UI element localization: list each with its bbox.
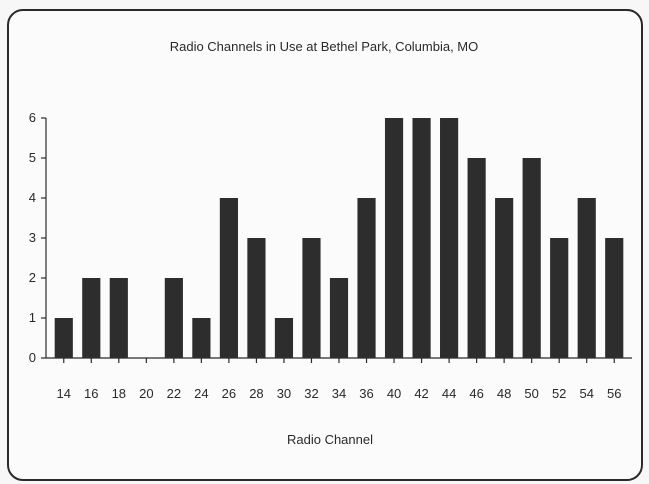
x-tick-label: 54	[579, 386, 593, 401]
bar	[247, 238, 266, 358]
y-tick-label: 3	[29, 230, 36, 245]
x-tick-label: 42	[414, 386, 428, 401]
x-tick-label: 52	[552, 386, 566, 401]
bar	[329, 278, 349, 358]
x-tick-label: 16	[84, 386, 98, 401]
bar	[192, 318, 211, 358]
y-axis: 0 1 2 3 4 5 6	[29, 110, 47, 365]
x-tick-label: 44	[442, 386, 456, 401]
bar	[412, 118, 431, 358]
y-tick-label: 1	[29, 310, 36, 325]
x-tick-label: 56	[607, 386, 621, 401]
x-tick-label: 48	[497, 386, 511, 401]
bar	[577, 198, 596, 358]
x-tick-label: 36	[359, 386, 373, 401]
x-tick-label: 50	[524, 386, 538, 401]
bar	[82, 278, 101, 358]
chart-title: Radio Channels in Use at Bethel Park, Co…	[170, 39, 479, 54]
x-tick-label: 24	[194, 386, 208, 401]
x-axis-label: Radio Channel	[287, 432, 373, 447]
y-tick-label: 4	[29, 190, 36, 205]
x-tick-label: 46	[469, 386, 483, 401]
bar	[219, 198, 238, 358]
bar	[605, 238, 624, 358]
x-tick-label: 34	[332, 386, 346, 401]
x-tick-label: 26	[222, 386, 236, 401]
y-tick-label: 0	[29, 350, 36, 365]
bar	[495, 198, 514, 358]
bar	[550, 238, 569, 358]
bar	[274, 318, 294, 358]
x-tick-label: 32	[304, 386, 318, 401]
bar	[109, 278, 128, 358]
bar	[467, 158, 486, 358]
bar	[522, 158, 541, 358]
x-tick-label: 22	[167, 386, 181, 401]
y-tick-label: 6	[29, 110, 36, 125]
bars	[54, 118, 624, 358]
bar	[54, 318, 73, 358]
y-tick-label: 2	[29, 270, 36, 285]
bar	[384, 118, 404, 358]
bar	[357, 198, 376, 358]
x-tick-label: 20	[139, 386, 153, 401]
x-tick-label: 30	[277, 386, 291, 401]
y-tick-label: 5	[29, 150, 36, 165]
x-tick-label: 28	[249, 386, 263, 401]
x-tick-label: 40	[387, 386, 401, 401]
x-tick-label: 14	[57, 386, 71, 401]
bar	[164, 278, 183, 358]
x-axis: 14 16 18 20 22 24 26 28 30 32 34 36 40 42 44 46 48 50 52 54…	[46, 357, 632, 401]
bar	[440, 118, 459, 358]
bar	[302, 238, 321, 358]
x-tick-label: 18	[112, 386, 126, 401]
